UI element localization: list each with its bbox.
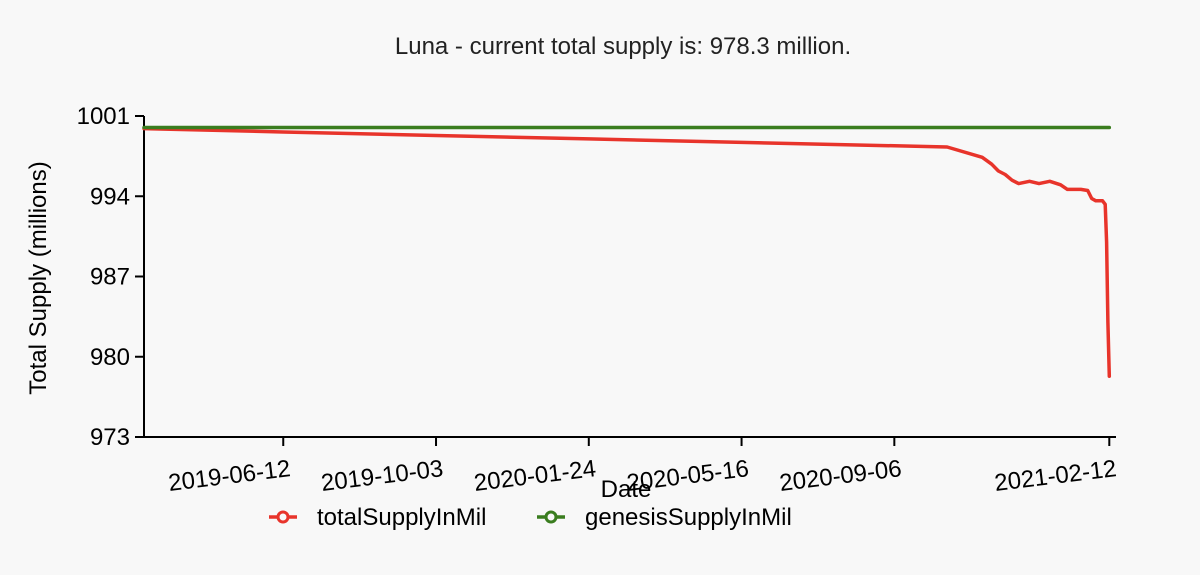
legend-symbol-circle <box>276 510 290 524</box>
y-tick-label: 973 <box>90 424 130 451</box>
x-axis-label: Date <box>601 476 652 503</box>
x-tick-label: 2021-02-12 <box>993 455 1118 497</box>
y-tick-label: 994 <box>90 183 130 210</box>
legend-label: genesisSupplyInMil <box>585 504 792 531</box>
x-tick-label: 2019-06-12 <box>167 455 292 497</box>
series-line-totalSupplyInMil <box>142 126 1112 378</box>
y-tick-label: 1001 <box>77 103 130 130</box>
y-tick-label: 980 <box>90 344 130 371</box>
series-layer <box>142 125 1112 378</box>
legend-label: totalSupplyInMil <box>317 504 486 531</box>
y-axis-label: Total Supply (millions) <box>25 161 52 394</box>
legend: totalSupplyInMil genesisSupplyInMil <box>269 504 792 531</box>
x-tick-label: 2019-10-03 <box>320 455 445 497</box>
y-axis-ticks: 973 980 987 994 1001 <box>77 103 144 451</box>
y-tick-label: 987 <box>90 264 130 291</box>
legend-symbol-circle <box>544 510 558 524</box>
chart-title: Luna - current total supply is: 978.3 mi… <box>395 33 851 60</box>
x-tick-label: 2020-09-06 <box>778 455 903 497</box>
x-tick-label: 2020-01-24 <box>472 455 597 497</box>
